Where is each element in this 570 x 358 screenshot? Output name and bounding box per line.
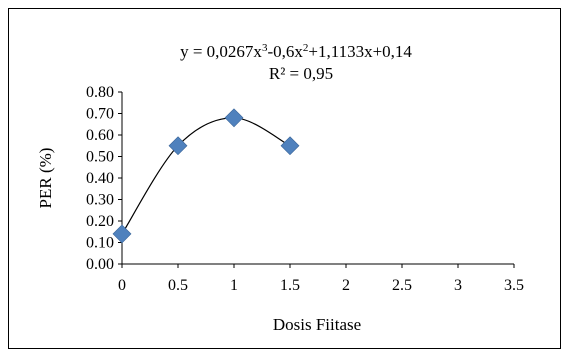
x-tick-label: 1 <box>230 277 238 294</box>
y-tick-label: 0.50 <box>86 149 114 166</box>
data-point-diamond <box>224 108 244 128</box>
equation-sup-2: 2 <box>303 42 309 54</box>
x-axis-label: Dosis Fiitase <box>273 315 361 334</box>
trendline-equation: y = 0,0267x3-0,6x2+1,1133x+0,14 <box>180 42 412 61</box>
x-tick-label: 0 <box>118 277 126 294</box>
equation-prefix: y = 0,0267x <box>180 42 262 61</box>
equation-suffix: +1,1133x+0,14 <box>308 42 412 61</box>
trendline <box>121 117 291 235</box>
y-tick-labels: 0.00 0.10 0.20 0.30 0.40 0.50 0.60 0.70 0.80 <box>86 84 122 273</box>
r-squared-label: R² = 0,95 <box>269 64 333 83</box>
y-tick-label: 0.00 <box>86 256 114 273</box>
equation-mid: -0,6x <box>267 42 303 61</box>
x-tick-label: 1.5 <box>280 277 300 294</box>
axes <box>121 92 514 265</box>
x-tick-label: 2.5 <box>392 277 412 294</box>
data-point-diamond <box>112 224 132 244</box>
y-tick-label: 0.20 <box>86 213 114 230</box>
data-points <box>112 108 300 244</box>
data-point-diamond <box>280 136 300 156</box>
y-tick-label: 0.60 <box>86 127 114 144</box>
chart-frame <box>8 8 561 349</box>
equation-sup-3: 3 <box>262 42 268 54</box>
data-point-diamond <box>168 136 188 156</box>
x-tick-label: 0.5 <box>168 277 188 294</box>
y-tick-label: 0.30 <box>86 192 114 209</box>
x-tick-label: 3 <box>454 277 462 294</box>
y-tick-label: 0.80 <box>86 84 114 101</box>
y-tick-label: 0.10 <box>86 235 114 252</box>
y-tick-label: 0.40 <box>86 170 114 187</box>
x-tick-label: 3.5 <box>504 277 524 294</box>
y-tick-label: 0.70 <box>86 106 114 123</box>
y-axis-label: PER (%) <box>36 148 55 209</box>
x-tick-label: 2 <box>342 277 350 294</box>
x-tick-labels: 0 0.5 1 1.5 2 2.5 3 3.5 <box>118 264 524 294</box>
